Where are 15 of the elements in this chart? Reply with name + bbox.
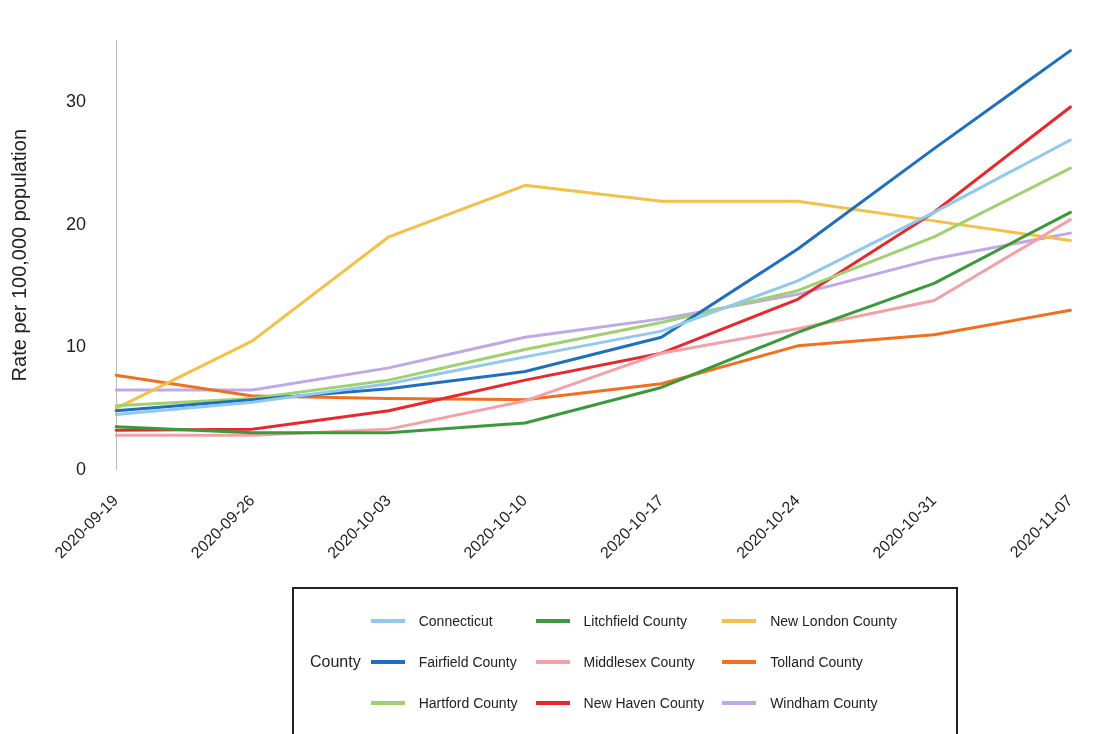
y-tick-label: 20 xyxy=(65,213,87,234)
legend-label: Fairfield County xyxy=(418,654,517,670)
y-tick-label: 30 xyxy=(65,91,87,112)
legend-label: Windham County xyxy=(770,695,878,711)
legend-label: Tolland County xyxy=(770,654,863,670)
legend-title: County xyxy=(310,653,361,671)
legend-label: New Haven County xyxy=(583,695,705,711)
legend-label: Connecticut xyxy=(418,613,493,629)
y-tick-label: 0 xyxy=(76,458,87,479)
legend-label: Litchfield County xyxy=(583,613,688,629)
legend-label: New London County xyxy=(770,613,898,629)
legend-label: Hartford County xyxy=(418,695,518,711)
y-tick-label: 10 xyxy=(65,336,87,357)
legend-label: Middlesex County xyxy=(583,654,695,670)
y-axis-title: Rate per 100,000 population xyxy=(7,128,30,382)
